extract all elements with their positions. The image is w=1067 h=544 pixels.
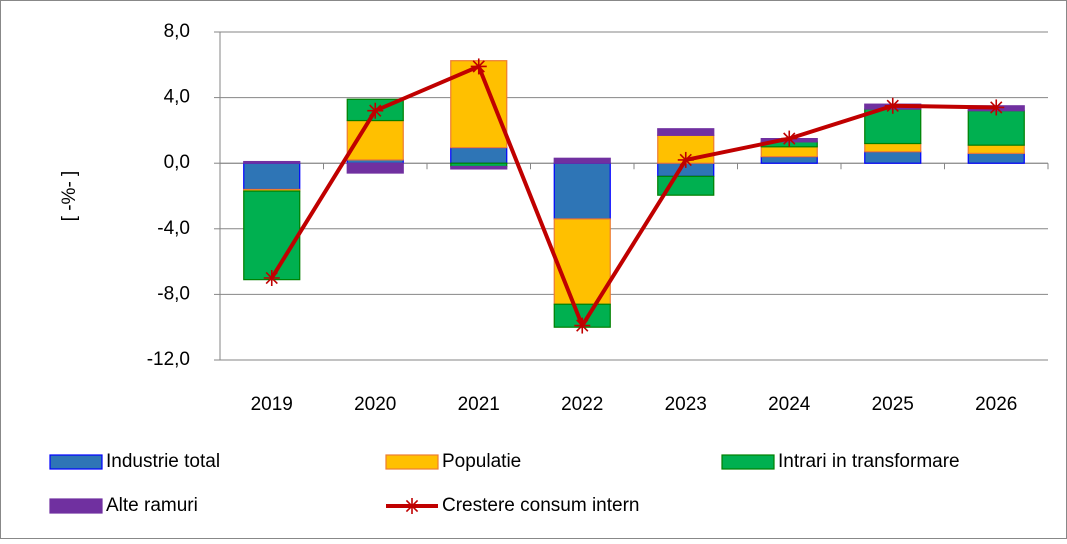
- y-tick-label: 8,0: [164, 21, 190, 42]
- x-tick-label: 2025: [872, 394, 914, 415]
- marker: [263, 270, 280, 286]
- marker: [404, 498, 420, 514]
- bar: [864, 151, 922, 164]
- legend-swatch: [721, 454, 775, 470]
- marker: [988, 99, 1005, 116]
- x-tick-label: 2026: [975, 394, 1017, 415]
- marker: [884, 97, 901, 114]
- legend-label: Populatie: [442, 451, 521, 472]
- marker-stroke: [679, 153, 692, 167]
- bar: [450, 147, 508, 164]
- marker: [574, 317, 591, 334]
- bar: [760, 146, 818, 158]
- marker: [367, 102, 384, 119]
- legend-label: Alte ramuri: [106, 495, 198, 516]
- legend-label: Industrie total: [106, 451, 220, 472]
- marker-stroke: [472, 60, 485, 73]
- marker: [781, 130, 798, 147]
- x-tick-label: 2024: [768, 394, 811, 415]
- marker: [677, 151, 694, 168]
- x-tick-label: 2021: [458, 394, 500, 415]
- bar: [553, 218, 611, 305]
- bar: [657, 128, 715, 136]
- marker-stroke: [265, 271, 278, 285]
- bar: [864, 142, 922, 153]
- marker-stroke: [405, 499, 419, 513]
- bar: [450, 165, 508, 170]
- bar: [243, 190, 301, 281]
- legend-label: Intrari in transformare: [778, 451, 960, 472]
- x-tick-label: 2023: [665, 394, 707, 415]
- bar: [967, 110, 1025, 146]
- bar: [346, 119, 404, 161]
- bar: [760, 156, 818, 164]
- marker-stroke: [886, 99, 899, 112]
- marker-stroke: [783, 132, 796, 145]
- marker-stroke: [576, 319, 589, 332]
- x-tick-label: 2022: [561, 394, 603, 415]
- bar: [243, 160, 301, 164]
- y-axis-label: [ -%- ]: [59, 171, 80, 222]
- x-tick-label: 2019: [251, 394, 293, 415]
- bar: [967, 144, 1025, 154]
- bar: [243, 162, 301, 191]
- bar: [553, 162, 611, 220]
- bar: [864, 108, 922, 145]
- legend-swatch: [49, 454, 103, 470]
- bar: [346, 162, 404, 174]
- y-tick-label: -4,0: [157, 218, 190, 239]
- y-tick-label: -12,0: [147, 349, 190, 370]
- y-tick-label: 4,0: [164, 87, 190, 108]
- marker: [470, 58, 487, 75]
- x-tick-label: 2020: [354, 394, 396, 415]
- y-tick-label: -8,0: [157, 283, 190, 304]
- bar: [967, 152, 1025, 164]
- legend-label: Crestere consum intern: [442, 495, 639, 516]
- legend-swatch: [49, 498, 103, 514]
- y-tick-label: 0,0: [164, 152, 190, 173]
- marker-stroke: [369, 104, 382, 117]
- marker-stroke: [990, 101, 1003, 114]
- line: [270, 64, 997, 328]
- legend-swatch: [385, 454, 439, 470]
- bar: [553, 157, 611, 164]
